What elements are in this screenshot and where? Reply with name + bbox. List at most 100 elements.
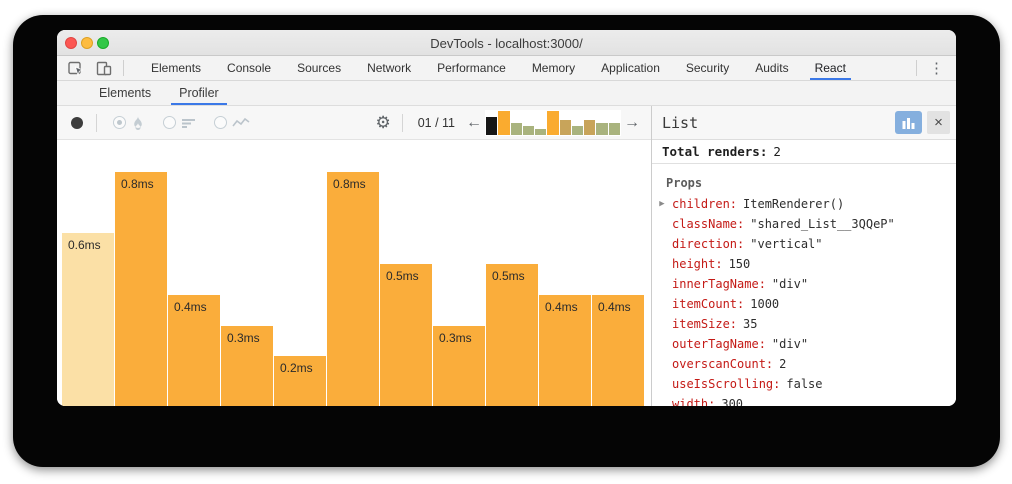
prop-value: false [786, 377, 823, 391]
prop-row-className: className: "shared_List__3QQeP" [652, 214, 956, 234]
prop-key: overscanCount: [672, 357, 774, 371]
bar-duration-label: 0.8ms [121, 177, 154, 191]
prop-value: 300 [721, 397, 744, 406]
record-button[interactable] [71, 116, 83, 129]
commit-bar[interactable]: 0.5ms [486, 264, 538, 406]
prop-row-itemCount: itemCount: 1000 [652, 294, 956, 314]
device-toolbar-icon[interactable] [93, 59, 115, 78]
close-window-button[interactable] [65, 37, 77, 49]
tab-audits[interactable]: Audits [755, 61, 789, 75]
tab-sources[interactable]: Sources [297, 61, 342, 75]
commit-mini-bar[interactable] [571, 125, 584, 135]
next-commit-icon[interactable]: → [624, 113, 640, 131]
prop-value: "shared_List__3QQeP" [750, 217, 895, 231]
commit-bar[interactable]: 0.4ms [168, 295, 220, 406]
devtools-window: DevTools - localhost:3000/ [57, 30, 956, 406]
commit-bar[interactable]: 0.8ms [115, 172, 167, 406]
tab-network[interactable]: Network [367, 61, 412, 75]
props-section-label: Props [666, 176, 703, 190]
bar-duration-label: 0.6ms [68, 238, 101, 252]
prop-value: "div" [771, 337, 809, 351]
flamegraph-radio[interactable] [113, 116, 126, 129]
commit-bar[interactable]: 0.3ms [433, 326, 485, 406]
total-renders-row: Total renders: 2 [652, 140, 956, 164]
commit-mini-bar[interactable] [498, 110, 510, 135]
inspect-element-icon[interactable] [65, 59, 87, 78]
profiler-pane: ⚙ 01 / 11 ← → 0.6ms 0.8ms 0.4ms 0.3ms 0.2ms 0… [57, 106, 651, 406]
react-devtools-tab-bar: Elements Profiler [57, 81, 956, 106]
settings-gear-icon[interactable]: ⚙ [375, 113, 391, 132]
commit-bar[interactable]: 0.4ms [592, 295, 644, 406]
prop-row-innerTagName: innerTagName: "div" [652, 274, 956, 294]
commit-mini-bar[interactable] [510, 122, 522, 135]
window-title: DevTools - localhost:3000/ [430, 36, 583, 51]
ranked-radio[interactable] [163, 116, 176, 129]
commit-mini-bar[interactable] [535, 128, 547, 135]
commit-selector-chart[interactable] [485, 109, 621, 136]
interactions-radio[interactable] [214, 116, 227, 129]
bar-duration-label: 0.4ms [174, 300, 207, 314]
commit-bar[interactable]: 0.8ms [327, 172, 379, 406]
zoom-window-button[interactable] [97, 37, 109, 49]
content-area: ⚙ 01 / 11 ← → 0.6ms 0.8ms 0.4ms 0.3ms 0.2ms 0… [57, 106, 956, 406]
tab-react[interactable]: React [802, 56, 859, 80]
tab-console[interactable]: Console [227, 61, 272, 75]
prop-value: 1000 [750, 297, 780, 311]
flame-icon [134, 115, 142, 130]
toolbar-divider [916, 60, 917, 76]
total-renders-value: 2 [773, 144, 781, 159]
previous-commit-icon[interactable]: ← [466, 113, 482, 131]
prop-key: direction: [672, 237, 745, 251]
prop-value: 35 [743, 317, 758, 331]
commit-mini-bar[interactable] [596, 122, 608, 135]
tab-security[interactable]: Security [685, 61, 730, 75]
expand-triangle-icon[interactable]: ▶ [659, 199, 665, 209]
prop-key: height: [672, 257, 723, 271]
commit-mini-bar[interactable] [522, 125, 535, 135]
chart-type-interactions[interactable] [214, 116, 250, 129]
commit-bar[interactable]: 0.3ms [221, 326, 273, 406]
tab-application[interactable]: Application [601, 61, 660, 75]
commit-mini-bar[interactable] [547, 110, 559, 135]
commit-bar[interactable]: 0.5ms [380, 264, 432, 406]
close-panel-button[interactable]: × [927, 111, 950, 134]
commit-mini-bar[interactable] [559, 119, 571, 135]
prop-row-direction: direction: "vertical" [652, 234, 956, 254]
tab-elements[interactable]: Elements [151, 61, 202, 75]
prop-value: 150 [728, 257, 751, 271]
prop-value: "div" [771, 277, 809, 291]
prop-key: itemCount: [672, 297, 745, 311]
chart-type-flamegraph[interactable] [113, 115, 145, 131]
devtools-tab-bar-tabs: Elements Console Sources Network Performance… [138, 56, 916, 80]
bar-chart-icon [902, 117, 915, 129]
tab-performance[interactable]: Performance [437, 61, 506, 75]
chart-type-ranked[interactable] [163, 116, 196, 129]
prop-value: 2 [779, 357, 787, 371]
tabbar-right: ⋮ [916, 60, 956, 76]
props-list: ▶ children: ItemRenderer() className: "share… [652, 194, 956, 406]
commit-bar[interactable]: 0.2ms [274, 356, 326, 406]
view-component-chart-button[interactable] [895, 111, 922, 134]
commit-mini-bar-selected[interactable] [486, 116, 498, 135]
component-details-panel: List × Total renders: 2 [651, 106, 956, 406]
tab-memory[interactable]: Memory [531, 61, 576, 75]
ranked-chart-icon [182, 118, 195, 128]
prop-key: width: [672, 397, 716, 406]
react-tab-elements[interactable]: Elements [99, 86, 152, 100]
commit-mini-bar[interactable] [608, 122, 620, 135]
prop-key: children: [672, 197, 738, 211]
commit-bar[interactable]: 0.6ms [62, 233, 114, 406]
more-options-icon[interactable]: ⋮ [929, 59, 944, 77]
minimize-window-button[interactable] [81, 37, 93, 49]
commit-bar[interactable]: 0.4ms [539, 295, 591, 406]
prop-row-useIsScrolling: useIsScrolling: false [652, 374, 956, 394]
close-icon: × [934, 114, 943, 131]
bar-duration-label: 0.4ms [598, 300, 631, 314]
bar-duration-label: 0.3ms [227, 331, 260, 345]
commit-mini-bar[interactable] [584, 119, 596, 135]
total-renders-label: Total renders: [662, 144, 768, 159]
react-tab-profiler[interactable]: Profiler [165, 81, 233, 105]
prop-row-children[interactable]: ▶ children: ItemRenderer() [652, 194, 956, 214]
bar-duration-label: 0.4ms [545, 300, 578, 314]
